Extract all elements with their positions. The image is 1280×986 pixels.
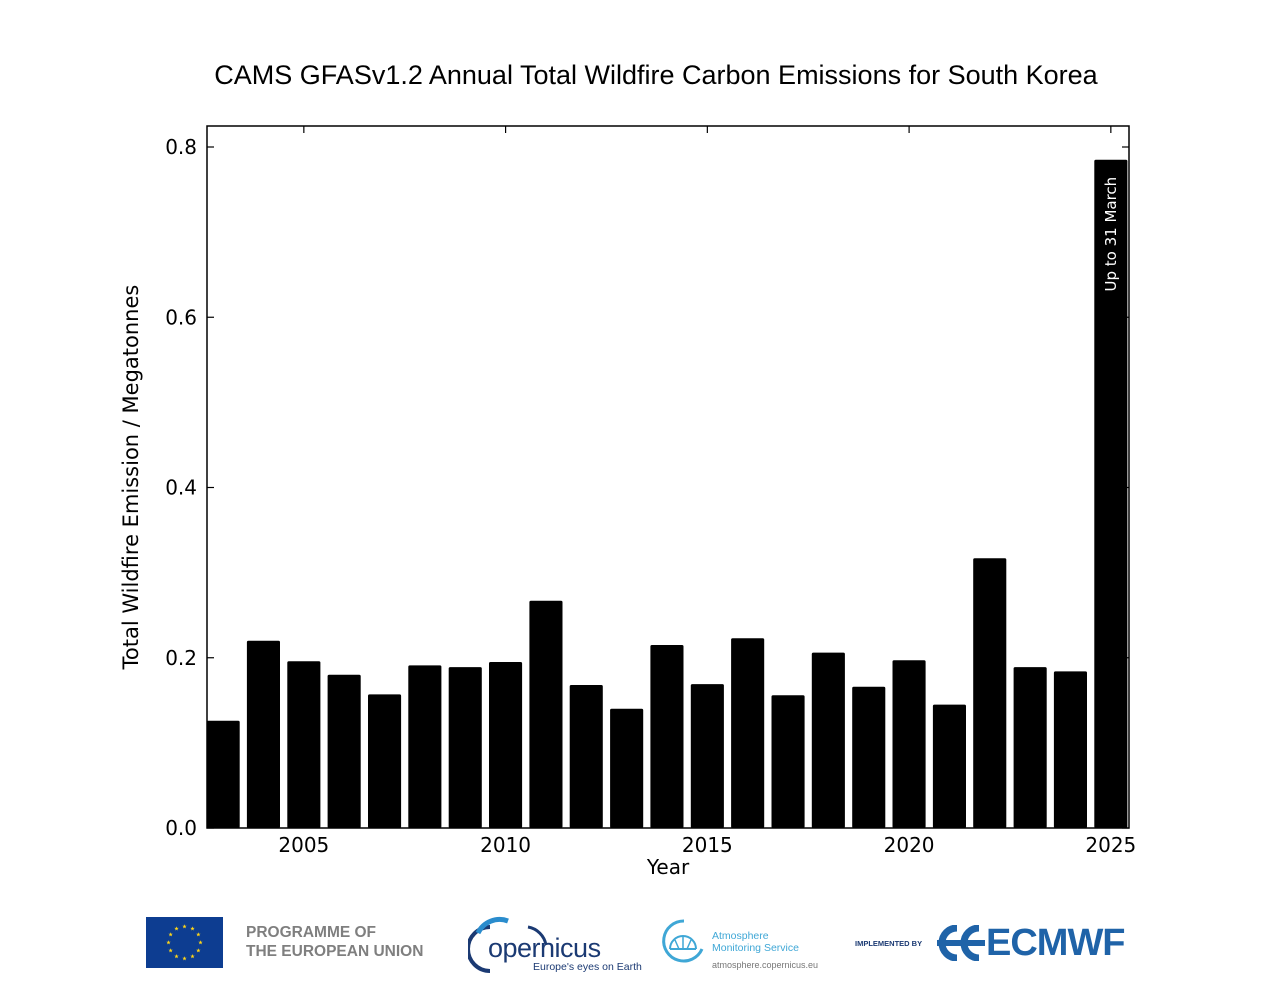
bar-2007 (368, 694, 402, 828)
atmosphere-logo-icon (662, 919, 704, 963)
bar-2025 (1094, 159, 1128, 829)
x-tick-label-0: 2005 (278, 833, 329, 857)
atmosphere-url: atmosphere.copernicus.eu (712, 960, 819, 970)
axes-group: 0.0 0.2 0.4 0.6 0.8 2005 2010 2015 2020 2025 (165, 125, 1136, 857)
eu-star-icon (166, 940, 171, 945)
logo-footer: PROGRAMME OF THE EUROPEAN UNION opernicu… (0, 905, 1280, 980)
bar-2022 (973, 558, 1007, 828)
bar-2005 (287, 661, 321, 828)
bar-2017 (771, 695, 805, 828)
bar-annotation-0: Up to 31 March (1102, 177, 1120, 292)
bar-2012 (569, 685, 603, 828)
bar-2006 (327, 674, 361, 828)
eu-line-1: PROGRAMME OF (246, 924, 377, 941)
x-tick-label-3: 2020 (884, 833, 935, 857)
implemented-by-label: IMPLEMENTED BY (855, 939, 923, 948)
x-tick-label-2: 2015 (682, 833, 733, 857)
atmosphere-line-2: Monitoring Service (712, 942, 799, 954)
y-tick-label-4: 0.8 (165, 135, 197, 159)
y-axis-label: Total Wildfire Emission / Megatonnes (119, 285, 143, 671)
bar-2014 (650, 645, 684, 828)
eu-star-icon (168, 948, 173, 953)
ecmwf-logo-icon (937, 925, 985, 961)
bar-2003 (206, 720, 240, 828)
x-tick-label-4: 2025 (1085, 833, 1136, 857)
bar-chart: Up to 31 March 0.0 0.2 0.4 0.6 0.8 2005 2010 20… (119, 125, 1136, 879)
bars-group (206, 159, 1128, 829)
bar-2019 (852, 686, 886, 828)
y-tick-label-1: 0.2 (165, 646, 197, 670)
bar-2008 (408, 665, 442, 828)
eu-star-icon (196, 932, 201, 937)
bar-2020 (892, 660, 926, 828)
y-tick-label-2: 0.4 (165, 476, 197, 500)
y-tick-label-3: 0.6 (165, 305, 197, 329)
bar-2016 (731, 638, 765, 828)
bar-2004 (246, 640, 280, 828)
eu-star-icon (174, 926, 179, 931)
eu-star-icon (174, 954, 179, 959)
bar-2010 (489, 662, 523, 828)
atmosphere-line-1: Atmosphere (712, 930, 769, 942)
eu-star-icon (190, 926, 195, 931)
x-axis-label: Year (646, 855, 690, 879)
eu-star-icon (182, 924, 187, 929)
eu-star-icon (190, 954, 195, 959)
eu-star-icon (168, 932, 173, 937)
bar-2013 (610, 708, 644, 828)
copernicus-wordmark: opernicus (488, 933, 601, 963)
plot-frame (206, 125, 1130, 829)
eu-star-icon (198, 940, 203, 945)
ecmwf-wordmark: ECMWF (986, 922, 1126, 964)
copernicus-tagline: Europe's eyes on Earth (533, 961, 642, 973)
bar-2009 (448, 667, 482, 828)
chart-title: CAMS GFASv1.2 Annual Total Wildfire Carb… (214, 60, 1098, 90)
eu-line-2: THE EUROPEAN UNION (246, 943, 424, 960)
bar-2023 (1013, 667, 1047, 828)
bar-2024 (1053, 671, 1087, 828)
y-tick-label-0: 0.0 (165, 816, 197, 840)
bar-2011 (529, 600, 563, 828)
atmosphere-service-name: Atmosphere Monitoring Service (712, 930, 799, 954)
eu-star-icon (182, 956, 187, 961)
eu-programme-text: PROGRAMME OF THE EUROPEAN UNION (246, 923, 423, 961)
x-tick-label-1: 2010 (480, 833, 531, 857)
copernicus-logo-icon (468, 916, 548, 973)
eu-flag-icon (146, 917, 223, 968)
bar-2018 (811, 652, 845, 828)
bar-2015 (690, 684, 724, 828)
annotations-group: Up to 31 March (1102, 177, 1120, 292)
bar-2021 (932, 704, 966, 828)
eu-star-icon (196, 948, 201, 953)
